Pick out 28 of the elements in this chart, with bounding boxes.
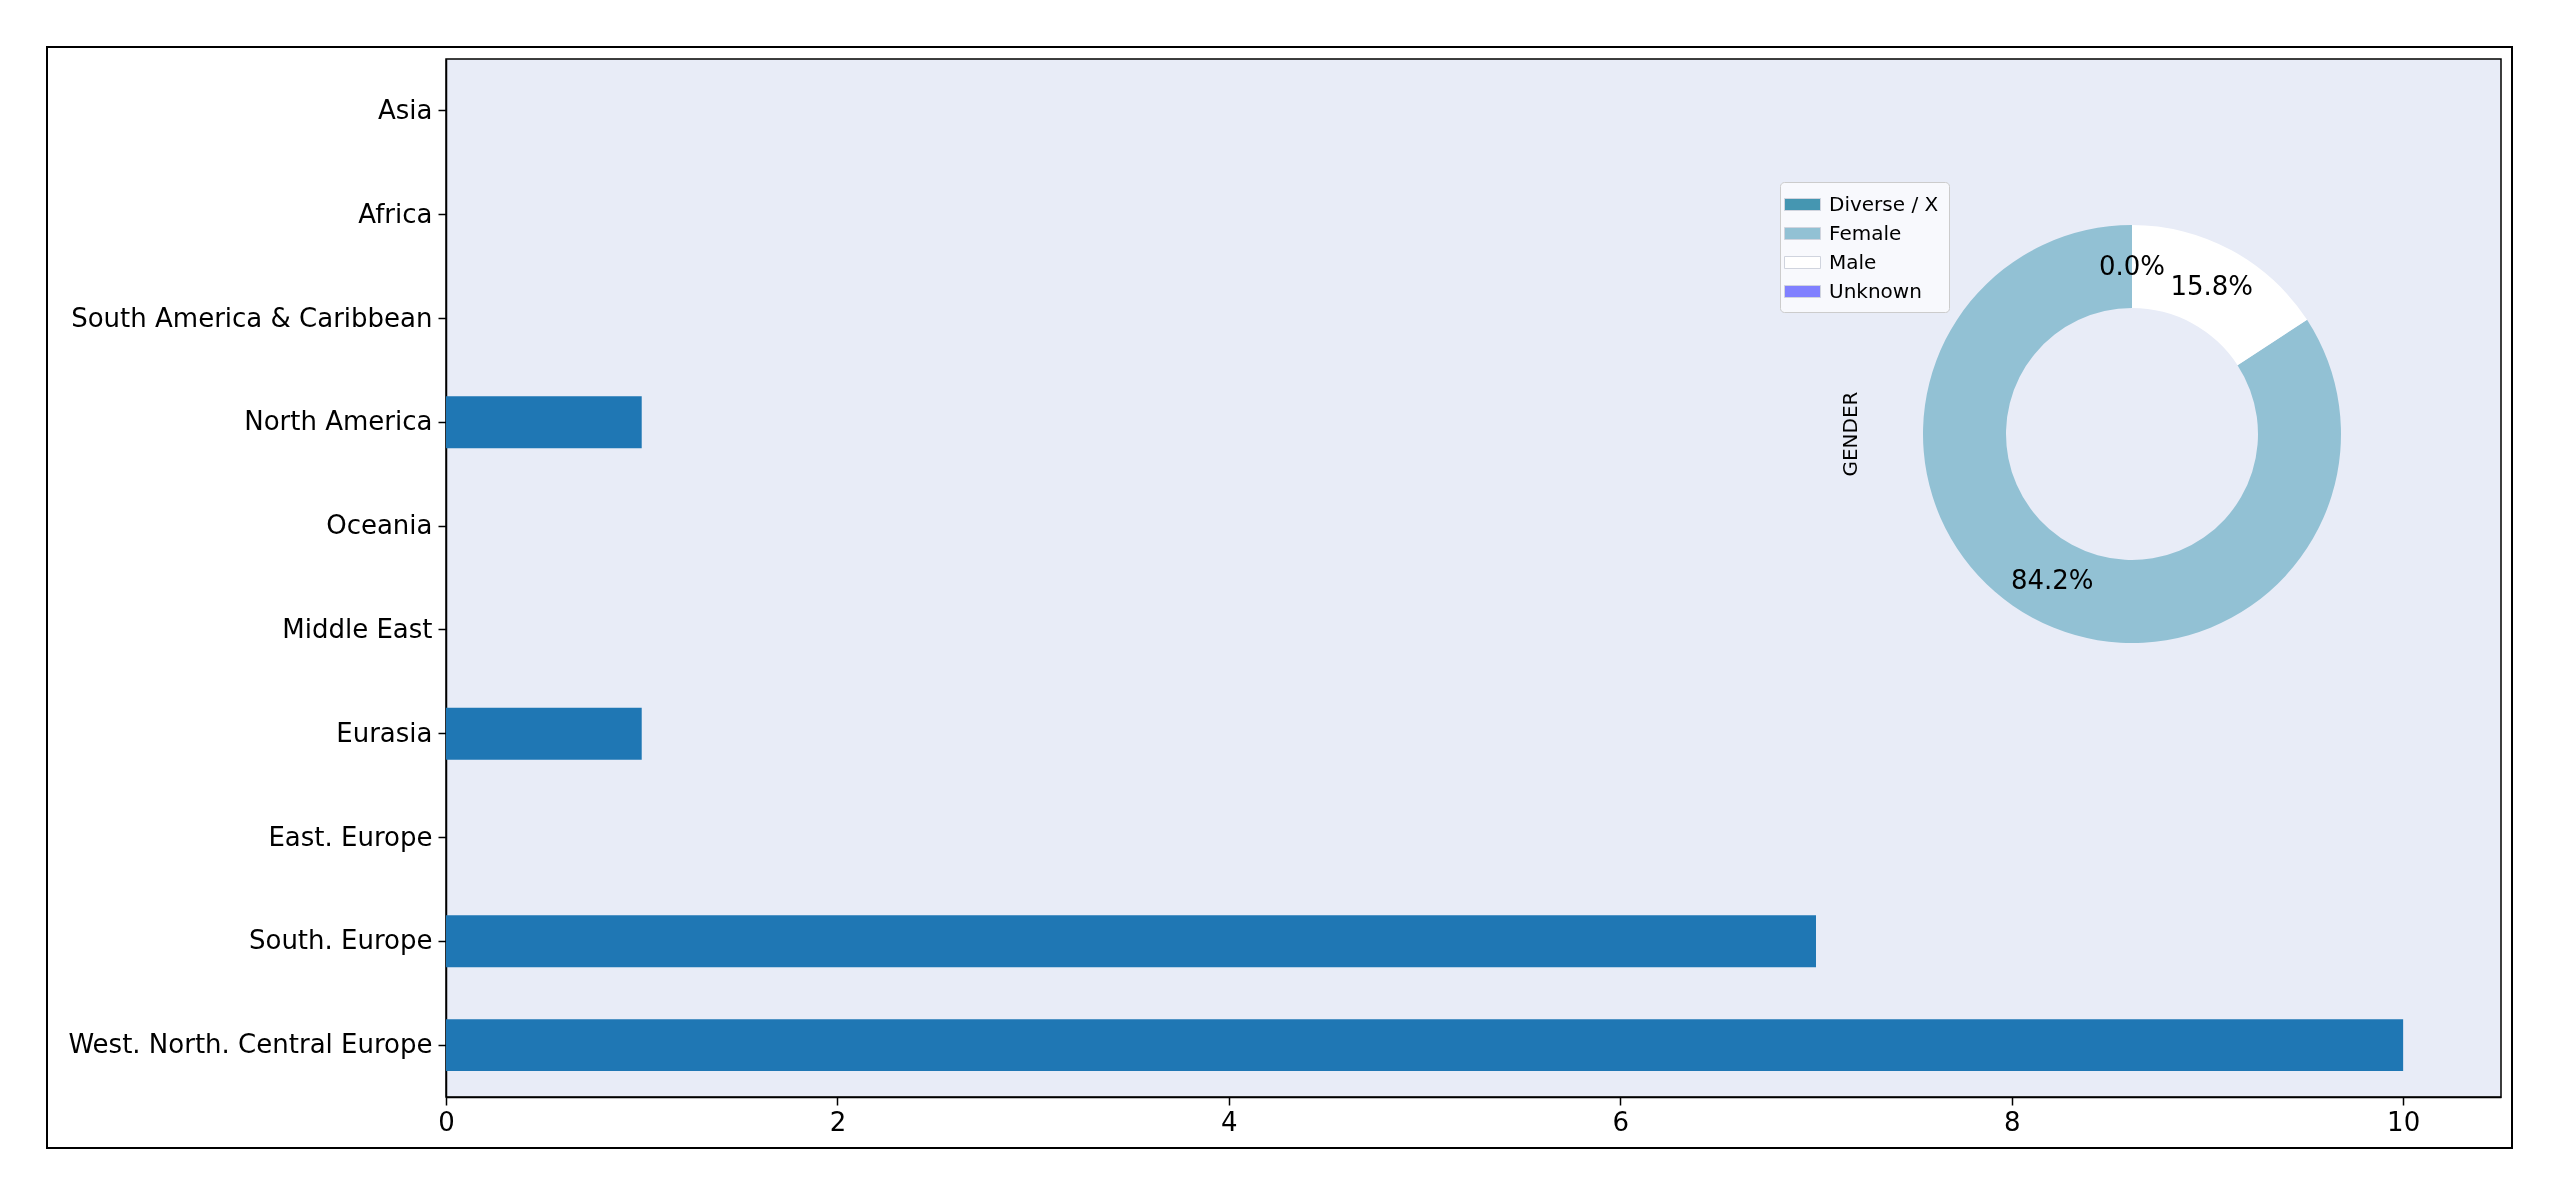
y-tick-label: Eurasia [336, 717, 433, 748]
bar [446, 915, 1816, 968]
y-tick-label: South. Europe [248, 925, 433, 956]
data-label: 84.2% [2010, 565, 2094, 596]
legend-label: Male [1829, 249, 1877, 274]
legend-label: Diverse / X [1829, 191, 1939, 216]
bar [446, 707, 642, 760]
y-tick-label: Middle East [282, 613, 433, 644]
y-tick-label: North America [244, 406, 433, 437]
x-tick-label: 2 [829, 1106, 847, 1137]
x-tick-label: 8 [2003, 1106, 2021, 1137]
x-tick-label: 0 [438, 1106, 455, 1137]
bar [446, 396, 642, 449]
y-tick-label: South America & Caribbean [71, 302, 433, 333]
x-tick-label: 6 [1612, 1106, 1630, 1137]
y-tick-label: East. Europe [268, 821, 433, 852]
text: GENDER [1838, 391, 1862, 477]
bar [446, 1019, 2404, 1072]
legend-label: Female [1829, 220, 1902, 245]
x-tick-label: 4 [1221, 1106, 1238, 1137]
y-tick-label: West. North. Central Europe [68, 1029, 433, 1060]
legend-label: Unknown [1829, 278, 1922, 303]
x-tick-label: 10 [2387, 1106, 2421, 1137]
data-label: 15.8% [2170, 270, 2254, 301]
text: 0.0% [2098, 250, 2166, 281]
y-tick-label: Africa [358, 198, 433, 229]
y-tick-label: Oceania [326, 510, 433, 541]
y-tick-label: Asia [378, 94, 433, 125]
